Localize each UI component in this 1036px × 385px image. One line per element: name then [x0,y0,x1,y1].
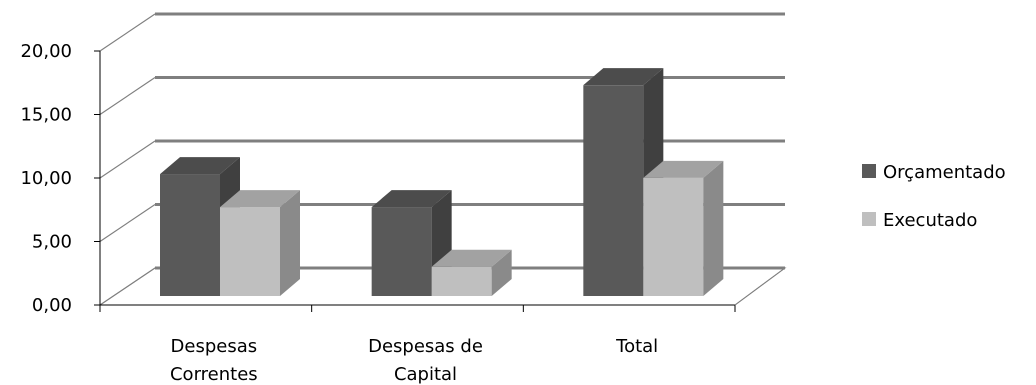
category-label: Capital [394,364,457,385]
y-tick-label: 0,00 [32,295,72,316]
bar-side [491,249,512,296]
bar-top [220,190,300,208]
y-tick-label: 10,00 [20,168,72,189]
y-tick-label: 5,00 [32,232,72,253]
legend-swatch [862,164,876,178]
bar-front [583,85,644,297]
category-label: Correntes [170,364,258,385]
floor-right-edge [734,267,786,306]
legend-label: Orçamentado [883,162,1006,183]
category-label: Total [615,336,658,357]
gridline-side [99,13,156,52]
gridline-side [99,204,156,242]
bar-top [160,157,240,175]
bar-top [371,190,452,208]
bar-top [643,160,724,178]
legend-swatch [862,212,876,226]
category-labels: Despesas Correntes Despesas de Capital Total [170,336,658,385]
bar-front [220,207,280,296]
bar-top [583,68,664,86]
bar-side [280,190,300,296]
legend: Orçamentado Executado [862,162,1006,231]
legend-label: Executado [883,210,977,231]
bar-front [160,174,220,296]
bar-side [703,160,724,296]
y-tick-labels: 0,00 5,00 10,00 15,00 20,00 [20,41,72,316]
gridline-side [99,77,156,115]
y-tick-label: 20,00 [20,41,72,62]
bar-front [431,266,492,296]
gridline-side [99,267,156,306]
bar-1-2 [643,160,724,296]
category-label: Despesas de [368,336,483,357]
bars [160,68,724,297]
bar-1-0 [220,190,300,296]
y-tick-label: 15,00 [20,105,72,126]
gridline-side [99,140,156,179]
bar-front [371,207,432,296]
axes [94,50,786,312]
bar-top [431,249,512,267]
bar-front [643,177,704,296]
category-label: Despesas [171,336,258,357]
bar-1-1 [431,249,512,296]
